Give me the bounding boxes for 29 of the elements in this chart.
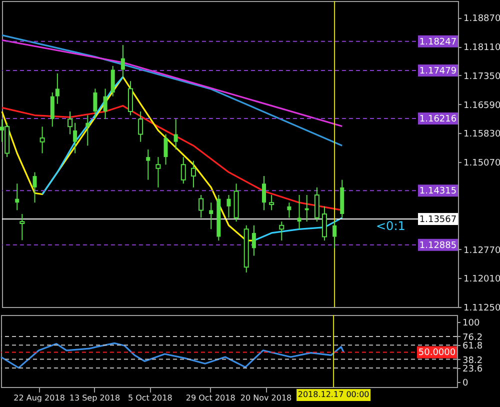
y-tick-label: 76.2 [462,332,483,343]
x-tick-label: 20 Nov 2018 [240,394,292,402]
y-tick-label: 0 [462,378,468,389]
ref-line-label: 1.13567 [419,215,457,226]
annotation: <0:1 [376,218,406,233]
ref-line-label: 1.17479 [419,66,457,77]
y-tick-label: 1.15070 [464,158,500,168]
x-tick-label: 13 Sep 2018 [69,394,120,402]
x-tick-label: 22 Aug 2018 [14,394,65,402]
ref-line-label: 50.0000 [418,348,456,358]
y-tick-label: 1.18870 [464,14,500,24]
y-tick-label: 1.16590 [464,100,500,111]
ref-line-label: 2018.12.17 00:00 [298,390,370,399]
y-tick-label: 1.12010 [464,274,500,285]
y-tick-label: 23.6 [462,364,483,375]
ref-line-label: 1.12885 [419,240,457,251]
ref-line-label: 1.18247 [419,37,457,48]
y-tick-label: 100 [462,318,480,329]
x-tick-label: 29 Oct 2018 [186,394,236,402]
ref-line-label: 1.16216 [419,114,457,124]
x-tick-label: 5 Oct 2018 [128,394,172,402]
y-tick-label: 1.12770 [464,246,500,256]
ref-line-label: 1.14315 [419,186,457,197]
y-tick-label: 1.15830 [464,130,500,140]
y-tick-label: 1.11250 [464,304,500,314]
y-tick-label: 1.17350 [464,72,500,82]
y-tick-label: 1.18110 [464,43,500,54]
y-tick-label: 38.2 [462,356,483,366]
y-tick-label: 61.8 [462,342,483,352]
